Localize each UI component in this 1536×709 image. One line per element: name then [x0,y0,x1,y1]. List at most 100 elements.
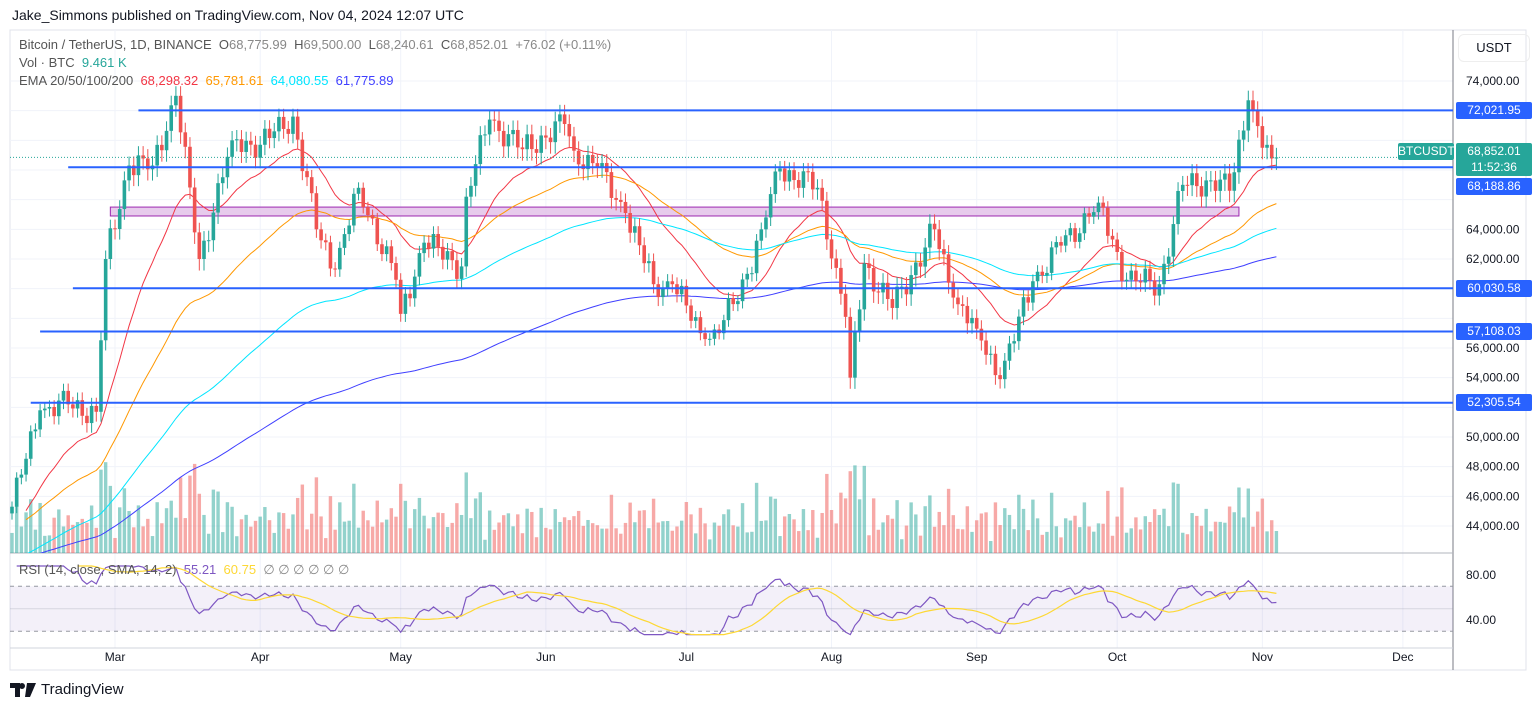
currency-button[interactable]: USDT [1458,34,1530,62]
volume-bar [614,528,618,553]
candle-body [970,317,974,324]
price-tick-label: 54,000.00 [1466,371,1520,385]
volume-bar [871,498,876,553]
candle-body [408,293,412,299]
volume-bar [192,463,197,553]
volume-bar [605,528,609,553]
volume-bar [946,488,951,553]
candle-body [754,240,759,274]
volume-bar [726,509,731,553]
volume-bar [164,508,169,553]
volume-bar [1195,515,1199,553]
candle-body [1002,360,1007,380]
volume-bar [576,510,581,553]
volume-bar [356,527,361,553]
candle-body [698,317,703,334]
volume-bar [263,507,267,553]
candle-body [932,223,937,230]
volume-bar [1213,521,1218,553]
candle-body [426,242,431,249]
candle-body [169,105,174,131]
candle-body [764,217,768,230]
volume-bar [1241,517,1246,553]
volume-bar [277,512,281,553]
candle-body [731,298,735,305]
volume-bar [1078,527,1082,553]
volume-legend: Vol · BTC 9.461 K [19,55,127,70]
volume-bar [352,483,356,553]
candle-body [131,165,136,176]
volume-bar [24,512,28,553]
volume-bar [33,529,38,553]
volume-bar [1246,488,1251,553]
candle-body [300,139,305,172]
volume-bar [1181,532,1185,553]
symbol-tag: BTCUSDT [1398,143,1455,160]
candle-body [515,129,520,148]
volume-bar [628,502,632,553]
volume-bar [679,520,684,553]
candle-body [342,234,347,248]
volume-bar [886,515,890,553]
volume-bar [1073,515,1077,553]
volume-bar [1157,514,1162,553]
candle-body [164,130,169,151]
candle-body [1063,235,1068,246]
candle-body [394,263,398,280]
volume-bar [169,500,173,553]
volume-bar [455,503,459,553]
volume-bar [750,531,754,553]
candle-body [614,197,618,200]
volume-bar [1031,499,1035,553]
candle-body [469,185,473,197]
volume-bar [1138,529,1143,553]
volume-bar [834,523,838,553]
volume-bar [960,529,965,553]
candle-body [244,140,248,152]
volume-bar [778,536,782,553]
volume-bar [47,535,52,553]
candle-body [768,194,773,218]
candle-body [642,245,647,264]
volume-bar [469,518,473,553]
tradingview-logo[interactable]: TradingView [10,681,124,698]
volume-bar [890,518,895,553]
volume-bar [464,472,468,553]
price-tick-label: 56,000.00 [1466,341,1520,355]
volume-bar [848,471,852,553]
change-value: +76.02 (+0.11%) [515,37,612,52]
candle-body [1265,144,1269,148]
candle-body [338,247,342,270]
volume-bar [99,469,103,553]
candle-body [693,317,698,321]
candle-body [600,163,604,168]
volume-bar [572,516,576,553]
candle-body [249,140,253,145]
volume-bar [19,526,24,553]
volume-bar [675,526,679,553]
volume-bar [506,513,511,553]
ema200-value: 61,775.89 [335,73,394,88]
volume-bar [230,506,234,553]
candle-body [1260,126,1265,148]
volume-bar [1092,531,1096,553]
volume-bar [923,506,927,553]
volume-bar [904,525,909,553]
candle-body [647,261,651,264]
volume-bar [1270,520,1274,553]
candle-body [1204,180,1208,197]
candle-body [829,239,834,259]
volume-bar [108,485,113,553]
volume-bar [14,490,19,553]
candle-body [750,273,754,275]
candle-body [1209,180,1213,182]
volume-bar [900,539,904,553]
volume-bar [1007,514,1012,553]
volume-bar [29,499,33,553]
volume-bar [258,516,262,553]
volume-bar [1218,521,1222,553]
candle-body [740,279,745,302]
price-tick-label: 50,000.00 [1466,430,1520,444]
volume-bar [825,473,829,553]
